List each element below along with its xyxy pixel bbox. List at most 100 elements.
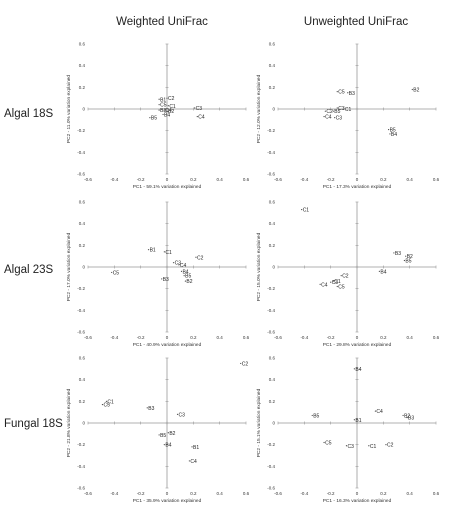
y-tick-label: 0 bbox=[272, 107, 275, 112]
point-label: B4 bbox=[182, 269, 188, 275]
point-label: B4 bbox=[164, 112, 170, 118]
data-point bbox=[146, 407, 148, 409]
y-tick-label: -0.2 bbox=[267, 128, 275, 133]
column-title-weighted: Weighted UniFrac bbox=[116, 16, 208, 28]
y-tick-label: 0.4 bbox=[269, 377, 276, 382]
data-point bbox=[388, 128, 390, 131]
data-point bbox=[166, 110, 168, 112]
point-label: C2 bbox=[387, 443, 394, 449]
data-point bbox=[167, 432, 169, 434]
point-label: B3 bbox=[163, 277, 169, 283]
point-label: C3 bbox=[332, 280, 339, 286]
pcoa-plot-algal-23s-weighted: -0.6 -0.4 -0.2 0 0.2 0.4 0.6 -0.6 -0.4 -0.2 0 0.2 0.… bbox=[66, 200, 250, 349]
data-point bbox=[158, 98, 160, 100]
x-tick-label: -0.4 bbox=[110, 491, 118, 496]
y-tick-label: 0.6 bbox=[79, 356, 86, 361]
y-axis-label: PC2 - 17.0% variation explained bbox=[66, 232, 72, 301]
x-tick-label: 0 bbox=[356, 491, 359, 496]
y-tick-label: 0 bbox=[82, 265, 85, 270]
data-point bbox=[101, 403, 104, 406]
point-label: B2 bbox=[186, 279, 192, 285]
point-label: C4 bbox=[325, 115, 332, 121]
data-point bbox=[332, 110, 334, 112]
data-point bbox=[172, 262, 175, 264]
data-point bbox=[368, 445, 370, 447]
y-tick-label: 0 bbox=[82, 421, 85, 426]
data-point bbox=[163, 109, 165, 111]
data-point bbox=[163, 444, 165, 446]
pcoa-plot-algal-18s-weighted: -0.6 -0.4 -0.2 0 0.2 0.4 0.6 -0.6 -0.4 -0.2 0 0.2 0.… bbox=[66, 42, 250, 191]
point-label: C5 bbox=[338, 90, 345, 96]
y-tick-label: -0.6 bbox=[267, 330, 275, 335]
point-label: B5 bbox=[151, 116, 157, 122]
data-point bbox=[405, 255, 407, 257]
data-point bbox=[336, 107, 338, 109]
x-tick-label: 0.4 bbox=[217, 335, 224, 340]
y-tick-label: -0.2 bbox=[267, 286, 275, 291]
x-axis-label: PC1 - 59.1% variation explained bbox=[133, 184, 202, 190]
data-point bbox=[149, 117, 151, 119]
y-tick-label: 0.6 bbox=[269, 42, 276, 47]
point-label: C5 bbox=[113, 270, 120, 276]
point-label: C2 bbox=[326, 109, 333, 115]
y-tick-label: -0.6 bbox=[267, 486, 275, 491]
data-point bbox=[330, 281, 332, 283]
y-tick-label: 0.2 bbox=[79, 85, 86, 90]
x-tick-label: -0.2 bbox=[137, 491, 145, 496]
y-tick-label: 0.6 bbox=[79, 200, 86, 205]
data-point bbox=[158, 104, 160, 106]
x-tick-label: 0.6 bbox=[433, 177, 440, 182]
y-tick-label: -0.2 bbox=[267, 442, 275, 447]
data-point bbox=[319, 283, 321, 285]
y-tick-label: 0.6 bbox=[79, 42, 86, 47]
data-point bbox=[166, 97, 168, 99]
x-tick-label: -0.6 bbox=[274, 177, 282, 182]
point-label: B2 bbox=[413, 88, 419, 94]
x-tick-label: 0.6 bbox=[433, 335, 440, 340]
point-label: B3 bbox=[408, 416, 414, 422]
data-point bbox=[111, 271, 113, 274]
point-label: C1 bbox=[334, 279, 341, 285]
point-label: B4 bbox=[380, 269, 386, 275]
point-label: B3 bbox=[395, 251, 401, 257]
data-point bbox=[323, 441, 325, 444]
point-label: B1 bbox=[355, 418, 361, 424]
x-tick-label: -0.6 bbox=[84, 177, 92, 182]
data-point bbox=[195, 256, 197, 258]
data-point bbox=[340, 275, 342, 277]
x-axis-label: PC1 - 40.9% variation explained bbox=[133, 342, 202, 348]
point-label: C3 bbox=[175, 261, 182, 267]
x-tick-label: -0.6 bbox=[84, 491, 92, 496]
data-point bbox=[191, 446, 193, 448]
x-tick-label: 0.6 bbox=[433, 491, 440, 496]
y-tick-label: -0.2 bbox=[77, 286, 85, 291]
point-label: B1 bbox=[160, 97, 166, 103]
x-tick-label: 0.2 bbox=[380, 335, 387, 340]
data-point bbox=[311, 414, 313, 417]
column-title-unweighted: Unweighted UniFrac bbox=[303, 16, 409, 28]
data-point bbox=[347, 92, 349, 94]
point-label: C1 bbox=[169, 104, 176, 110]
x-axis-label: PC1 - 29.8% variation explained bbox=[323, 342, 392, 348]
x-tick-label: 0 bbox=[166, 491, 169, 496]
x-tick-label: -0.4 bbox=[300, 491, 308, 496]
data-point bbox=[374, 410, 377, 412]
y-tick-label: 0.4 bbox=[269, 63, 276, 68]
y-axis-label: PC2 - 12.0% variation explained bbox=[256, 74, 262, 143]
x-tick-label: -0.6 bbox=[274, 491, 282, 496]
y-axis-label: PC2 - 21.8% variation explained bbox=[66, 388, 72, 457]
y-axis-label: PC2 - 15.0% variation explained bbox=[256, 232, 262, 301]
y-tick-label: -0.4 bbox=[77, 464, 85, 469]
data-point bbox=[105, 400, 108, 402]
point-label: B5 bbox=[390, 128, 396, 134]
y-tick-label: 0.4 bbox=[79, 63, 86, 68]
data-point bbox=[345, 445, 348, 447]
point-label: B1 bbox=[193, 445, 199, 451]
y-tick-label: -0.2 bbox=[77, 442, 85, 447]
data-point bbox=[301, 208, 303, 211]
x-tick-label: -0.4 bbox=[110, 177, 118, 182]
data-point bbox=[240, 362, 242, 365]
y-tick-label: -0.6 bbox=[267, 172, 275, 177]
x-tick-label: 0.4 bbox=[407, 335, 414, 340]
pcoa-plot-algal-18s-unweighted: -0.6 -0.4 -0.2 0 0.2 0.4 0.6 -0.6 -0.4 -0.2 0 0.2 0.… bbox=[256, 42, 440, 191]
